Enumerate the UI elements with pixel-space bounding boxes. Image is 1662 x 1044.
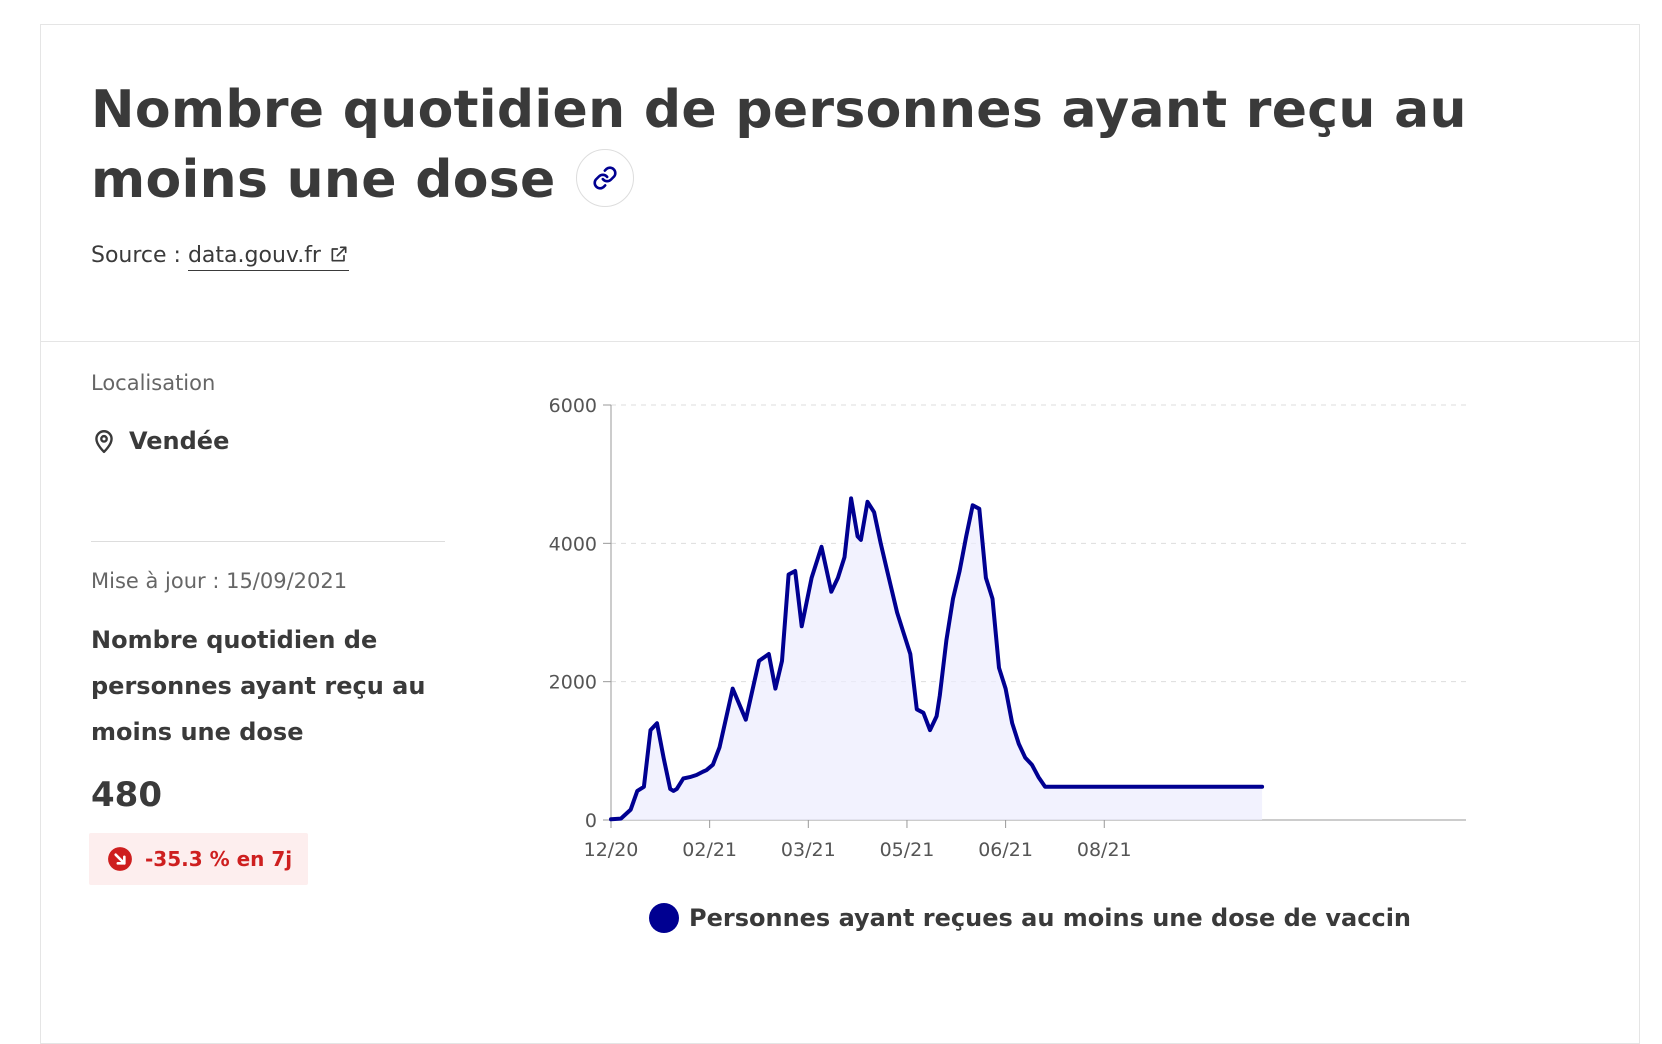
legend-label: Personnes ayant reçues au moins une dose… xyxy=(689,904,1412,932)
y-tick-label: 2000 xyxy=(549,672,597,694)
x-tick-label: 06/21 xyxy=(978,839,1033,861)
trend-badge: -35.3 % en 7j xyxy=(89,833,309,885)
map-pin-icon xyxy=(95,430,113,454)
external-link-icon xyxy=(331,246,347,262)
location-value: Vendée xyxy=(91,427,229,455)
card-header: Nombre quotidien de personnes ayant reçu… xyxy=(41,25,1639,342)
location-label: Localisation xyxy=(91,371,216,395)
page-title-text: Nombre quotidien de personnes ayant reçu… xyxy=(91,80,1467,210)
source-link-text: data.gouv.fr xyxy=(187,243,321,268)
x-tick-label: 02/21 xyxy=(682,839,737,861)
indicator-value: 480 xyxy=(91,775,162,815)
arrow-down-right-icon xyxy=(108,847,132,871)
update-date: Mise à jour : 15/09/2021 xyxy=(91,569,348,593)
source-link[interactable]: data.gouv.fr xyxy=(187,243,349,271)
trend-text: -35.3 % en 7j xyxy=(145,847,293,871)
link-icon xyxy=(593,166,617,190)
legend-swatch xyxy=(649,903,679,933)
chart-area: 0 2000 4000 6000 12/20 02/21 03/21 05/21 06/21 08… xyxy=(541,355,1541,955)
indicator-card: Nombre quotidien de personnes ayant reçu… xyxy=(40,24,1640,1044)
x-tick-label: 12/20 xyxy=(584,839,639,861)
x-tick-label: 05/21 xyxy=(880,839,935,861)
x-tick-label: 08/21 xyxy=(1077,839,1132,861)
series-line xyxy=(609,496,1265,822)
location-name: Vendée xyxy=(129,427,230,455)
y-tick-label: 0 xyxy=(585,810,597,832)
y-tick-label: 4000 xyxy=(549,533,597,555)
y-tick-label: 6000 xyxy=(549,395,597,417)
chart-legend: Personnes ayant reçues au moins une dose… xyxy=(649,903,1411,933)
x-tick-label: 03/21 xyxy=(781,839,836,861)
sidebar-divider xyxy=(91,541,445,542)
source-line: Source : data.gouv.fr xyxy=(91,243,349,271)
line-chart: 0 2000 4000 6000 12/20 02/21 03/21 05/21 06/21 08… xyxy=(549,395,1466,861)
indicator-title: Nombre quotidien de personnes ayant reçu… xyxy=(91,626,426,746)
page-title: Nombre quotidien de personnes ayant reçu… xyxy=(91,75,1551,215)
series-area xyxy=(611,498,1263,820)
copy-link-button[interactable] xyxy=(575,149,634,207)
source-prefix: Source : xyxy=(91,243,181,268)
